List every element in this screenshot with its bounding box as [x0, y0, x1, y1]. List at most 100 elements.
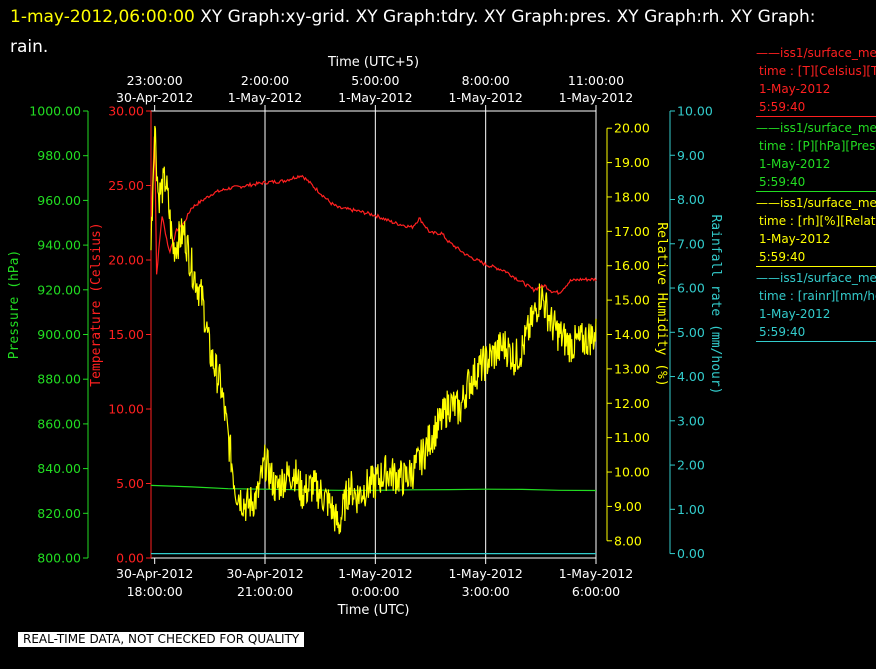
humidity-tick-label: 18.00	[614, 189, 650, 204]
x-top-tick-date: 1-May-2012	[559, 90, 633, 105]
rain-tick-label: 10.00	[677, 104, 713, 119]
pressure-tick-label: 960.00	[37, 193, 81, 208]
legend-name: ——iss1/surface_me	[756, 121, 876, 135]
legend-date: 1-May-2012	[759, 157, 831, 171]
rain-tick-label: 0.00	[677, 546, 705, 561]
x-tick-time: 21:00:00	[237, 584, 293, 599]
pressure-tick-label: 880.00	[37, 372, 81, 387]
humidity-tick-label: 13.00	[614, 361, 650, 376]
pressure-tick-label: 860.00	[37, 416, 81, 431]
humidity-axis-label: Relative Humidity (%)	[654, 222, 669, 386]
legend-name: ——iss1/surface_me	[756, 46, 876, 60]
pressure-tick-label: 820.00	[37, 506, 81, 521]
legend-swatch: ——	[756, 271, 780, 285]
x-top-tick-time: 23:00:00	[127, 73, 183, 88]
humidity-tick-label: 9.00	[614, 499, 642, 514]
x-tick-time: 3:00:00	[462, 584, 510, 599]
series-line-temperature	[150, 136, 597, 295]
rain-tick-label: 9.00	[677, 148, 705, 163]
pressure-axis-label: Pressure (hPa)	[7, 250, 22, 360]
x-tick-date: 30-Apr-2012	[226, 566, 303, 581]
pressure-tick-label: 920.00	[37, 282, 81, 297]
legend-entry-rain: ——iss1/surface_me time : [rainr][mm/ho 1…	[756, 269, 876, 342]
graph-title: 1-may-2012,06:00:00 XY Graph:xy-grid. XY…	[10, 2, 850, 62]
humidity-tick-label: 11.00	[614, 430, 650, 445]
pressure-tick-label: 900.00	[37, 327, 81, 342]
x-top-tick-time: 2:00:00	[241, 73, 289, 88]
legend-name: ——iss1/surface_me	[756, 271, 876, 285]
pressure-tick-label: 800.00	[37, 551, 81, 566]
temperature-tick-label: 20.00	[108, 253, 144, 268]
humidity-tick-label: 8.00	[614, 533, 642, 548]
rain-tick-label: 7.00	[677, 236, 705, 251]
rain-tick-label: 8.00	[677, 192, 705, 207]
legend-swatch: ——	[756, 196, 780, 210]
x-top-tick-time: 5:00:00	[351, 73, 399, 88]
x-tick-time: 0:00:00	[351, 584, 399, 599]
humidity-tick-label: 15.00	[614, 293, 650, 308]
x-tick-date: 30-Apr-2012	[116, 566, 193, 581]
humidity-tick-label: 12.00	[614, 396, 650, 411]
legend-entry-humidity: ——iss1/surface_me time : [rh][%][Relati …	[756, 194, 876, 267]
quality-warning: REAL-TIME DATA, NOT CHECKED FOR QUALITY	[18, 632, 305, 647]
temperature-tick-label: 25.00	[108, 178, 144, 193]
humidity-tick-label: 17.00	[614, 224, 650, 239]
legend-variable: time : [P][hPa][Pres	[759, 139, 876, 153]
temperature-tick-label: 5.00	[116, 476, 144, 491]
humidity-tick-label: 19.00	[614, 155, 650, 170]
x-tick-date: 1-May-2012	[448, 566, 522, 581]
legend-time: 5:59:40	[759, 250, 806, 264]
x-top-tick-time: 11:00:00	[568, 73, 624, 88]
temperature-axis-label: Temperature (Celsius)	[89, 222, 104, 386]
pressure-tick-label: 840.00	[37, 461, 81, 476]
timestamp-label: 1-may-2012,06:00:00	[10, 7, 195, 27]
humidity-tick-label: 20.00	[614, 121, 650, 136]
pressure-tick-label: 980.00	[37, 148, 81, 163]
x-tick-date: 1-May-2012	[338, 566, 412, 581]
pressure-tick-label: 940.00	[37, 238, 81, 253]
rain-tick-label: 1.00	[677, 502, 705, 517]
rain-axis-label: Rainfall rate (mm/hour)	[708, 214, 723, 394]
graph-labels-cont: rain.	[10, 37, 49, 57]
legend-entry-pressure: ——iss1/surface_me time : [P][hPa][Pres 1…	[756, 119, 876, 192]
legend-variable: time : [rainr][mm/ho	[759, 289, 876, 303]
legend-date: 1-May-2012	[759, 232, 831, 246]
graph-labels: XY Graph:xy-grid. XY Graph:tdry. XY Grap…	[200, 7, 816, 27]
legend-variable: time : [T][Celsius][T	[759, 64, 876, 78]
temperature-tick-label: 10.00	[108, 402, 144, 417]
temperature-tick-label: 0.00	[116, 551, 144, 566]
x-top-tick-date: 1-May-2012	[448, 90, 522, 105]
x-top-tick-date: 1-May-2012	[228, 90, 302, 105]
temperature-tick-label: 15.00	[108, 327, 144, 342]
legend-time: 5:59:40	[759, 175, 806, 189]
legend-entry-temperature: ——iss1/surface_me time : [T][Celsius][T …	[756, 44, 876, 117]
series-line-humidity	[150, 125, 597, 535]
legend-name: ——iss1/surface_me	[756, 196, 876, 210]
legend-date: 1-May-2012	[759, 82, 831, 96]
x-top-tick-time: 8:00:00	[462, 73, 510, 88]
rain-tick-label: 4.00	[677, 369, 705, 384]
x-top-tick-date: 1-May-2012	[338, 90, 412, 105]
humidity-tick-label: 16.00	[614, 258, 650, 273]
rain-tick-label: 5.00	[677, 325, 705, 340]
pressure-tick-label: 1000.00	[29, 104, 81, 119]
humidity-tick-label: 14.00	[614, 327, 650, 342]
legend: ——iss1/surface_me time : [T][Celsius][T …	[756, 44, 876, 344]
x-tick-time: 6:00:00	[572, 584, 620, 599]
legend-date: 1-May-2012	[759, 307, 831, 321]
rain-tick-label: 3.00	[677, 413, 705, 428]
legend-variable: time : [rh][%][Relati	[759, 214, 876, 228]
x-axis-label-bottom: Time (UTC)	[337, 603, 410, 618]
temperature-tick-label: 30.00	[108, 104, 144, 119]
x-tick-date: 1-May-2012	[559, 566, 633, 581]
legend-swatch: ——	[756, 46, 780, 60]
rain-tick-label: 2.00	[677, 458, 705, 473]
x-tick-time: 18:00:00	[127, 584, 183, 599]
legend-time: 5:59:40	[759, 325, 806, 339]
x-axis-label-top: Time (UTC+5)	[327, 55, 419, 70]
legend-swatch: ——	[756, 121, 780, 135]
rain-tick-label: 6.00	[677, 281, 705, 296]
x-top-tick-date: 30-Apr-2012	[116, 90, 193, 105]
legend-time: 5:59:40	[759, 100, 806, 114]
